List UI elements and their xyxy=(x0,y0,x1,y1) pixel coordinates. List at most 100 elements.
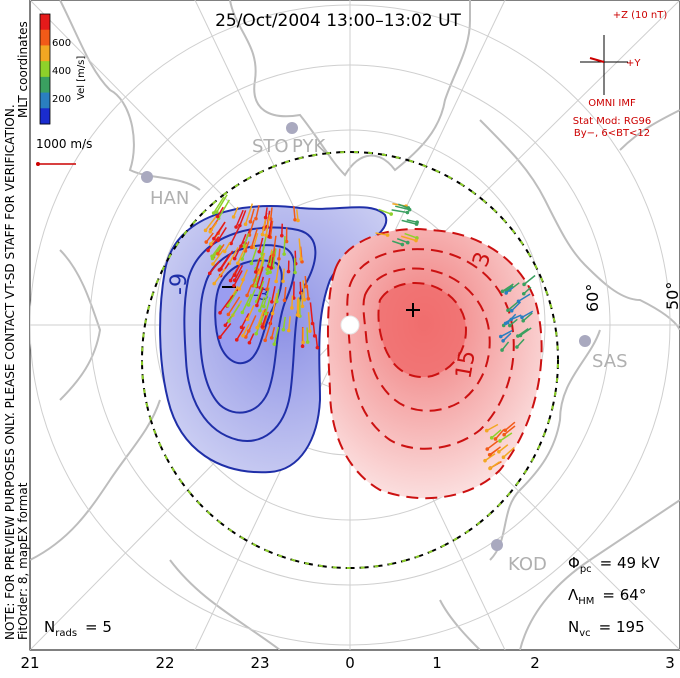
velocity-vector-origin xyxy=(488,453,492,457)
velocity-colorbar xyxy=(40,14,50,125)
velocity-vector-origin xyxy=(216,215,220,219)
velocity-vector-origin xyxy=(235,338,239,342)
mlt-tick-2: 2 xyxy=(530,654,540,672)
velocity-vector-origin xyxy=(270,336,274,340)
velocity-vector-origin xyxy=(270,300,274,304)
velocity-vector-origin xyxy=(260,252,264,256)
velocity-vector-origin xyxy=(287,270,291,274)
velocity-vector-origin xyxy=(282,252,286,256)
velocity-vector-origin xyxy=(283,298,287,302)
velocity-vector-origin xyxy=(406,211,410,215)
dawn-convection-cell: 15 3 xyxy=(328,229,542,498)
velocity-vector-origin xyxy=(264,234,268,238)
velocity-vector-origin xyxy=(234,225,238,229)
velocity-vector-origin xyxy=(272,253,276,257)
velocity-vector-origin xyxy=(247,329,251,333)
velocity-vector-origin xyxy=(241,278,245,282)
colorbar-tick-600: 600 xyxy=(52,38,71,49)
station-marker-sto-pyk xyxy=(286,122,298,134)
velocity-vector-origin xyxy=(233,273,237,277)
velocity-vector-origin xyxy=(244,222,248,226)
preview-note: NOTE: FOR PREVIEW PURPOSES ONLY. PLEASE … xyxy=(3,104,17,640)
velocity-vector xyxy=(307,328,308,343)
velocity-vector-origin xyxy=(254,284,258,288)
velocity-vector-origin xyxy=(264,216,268,220)
velocity-vector-origin xyxy=(502,433,506,437)
velocity-vector-origin xyxy=(246,318,250,322)
velocity-vector-origin xyxy=(293,271,297,275)
velocity-vector-origin xyxy=(210,254,214,258)
station-label-pyk: PYK xyxy=(292,136,326,157)
velocity-vector-origin xyxy=(204,229,208,233)
station-label-kod: KOD xyxy=(508,554,547,575)
colorbar-block xyxy=(40,77,50,93)
velocity-vector-origin xyxy=(238,224,242,228)
imf-y-label: +Y xyxy=(626,58,641,69)
velocity-vector-origin xyxy=(500,348,504,352)
lat-label-50: 50° xyxy=(663,282,680,310)
velocity-vector-origin xyxy=(264,312,268,316)
velocity-vector-origin xyxy=(250,246,254,250)
mlt-tick-1: 1 xyxy=(432,654,442,672)
velocity-vector-origin xyxy=(232,215,236,219)
velocity-vector-origin xyxy=(414,239,418,243)
velocity-vector-origin xyxy=(255,304,259,308)
velocity-vector-origin xyxy=(265,287,269,291)
mlt-tick-22: 22 xyxy=(155,654,174,672)
velocity-vector-origin xyxy=(241,334,245,338)
velocity-vector-origin xyxy=(254,270,258,274)
velocity-vector-origin xyxy=(255,326,259,330)
velocity-vector-origin xyxy=(499,335,503,339)
velocity-vector-origin xyxy=(218,268,222,272)
fitorder-note: FitOrder: 8, mapEX format xyxy=(16,482,30,640)
velocity-vector-origin xyxy=(488,467,492,471)
velocity-vector-origin xyxy=(386,233,390,237)
imf-source: OMNI IMF xyxy=(588,98,636,109)
imf-z-label: +Z (10 nT) xyxy=(613,10,668,21)
velocity-vector-origin xyxy=(208,272,212,276)
velocity-vector-origin xyxy=(504,291,508,295)
colorbar-block xyxy=(40,45,50,61)
velocity-vector-origin xyxy=(212,282,216,286)
velocity-vector-origin xyxy=(254,332,258,336)
velocity-vector-origin xyxy=(516,334,520,338)
velocity-vector-origin xyxy=(261,233,265,237)
velocity-vector-origin xyxy=(227,313,231,317)
velocity-vector-origin xyxy=(522,283,526,287)
velocity-vector-origin xyxy=(268,270,272,274)
velocity-vector-origin xyxy=(316,346,320,350)
vector-scale-dot xyxy=(36,162,40,166)
colorbar-block xyxy=(40,14,50,30)
velocity-vector-origin xyxy=(212,237,216,241)
velocity-vector-origin xyxy=(503,429,507,433)
velocity-vector-origin xyxy=(249,220,253,224)
velocity-vector-origin xyxy=(241,311,245,315)
velocity-vector-origin xyxy=(290,306,294,310)
velocity-vector-origin xyxy=(296,219,300,223)
velocity-vector-origin xyxy=(263,339,267,343)
velocity-vector-origin xyxy=(521,319,525,323)
colorbar-label: Vel [m/s] xyxy=(76,56,87,100)
contour-label-15: 15 xyxy=(451,349,480,381)
velocity-vector-origin xyxy=(208,230,212,234)
velocity-vector-origin xyxy=(407,206,411,210)
velocity-vector-origin xyxy=(281,279,285,283)
mlt-tick-21: 21 xyxy=(20,654,39,672)
velocity-vector-origin xyxy=(229,279,233,283)
velocity-vector-origin xyxy=(307,297,311,301)
velocity-vector xyxy=(284,236,285,254)
velocity-vector-origin xyxy=(212,211,216,215)
velocity-vector-origin xyxy=(303,298,307,302)
velocity-vector-origin xyxy=(301,341,305,345)
velocity-vector-origin xyxy=(269,266,273,270)
velocity-vector-origin xyxy=(233,257,237,261)
colorbar-tick-400: 400 xyxy=(52,66,71,77)
colorbar-block xyxy=(40,93,50,109)
velocity-vector-origin xyxy=(494,437,498,441)
station-marker-sas xyxy=(579,335,591,347)
velocity-vector-origin xyxy=(218,335,222,339)
vector-scale-label: 1000 m/s xyxy=(36,137,92,151)
velocity-vector-origin xyxy=(301,344,305,348)
velocity-vector-origin xyxy=(501,339,505,343)
